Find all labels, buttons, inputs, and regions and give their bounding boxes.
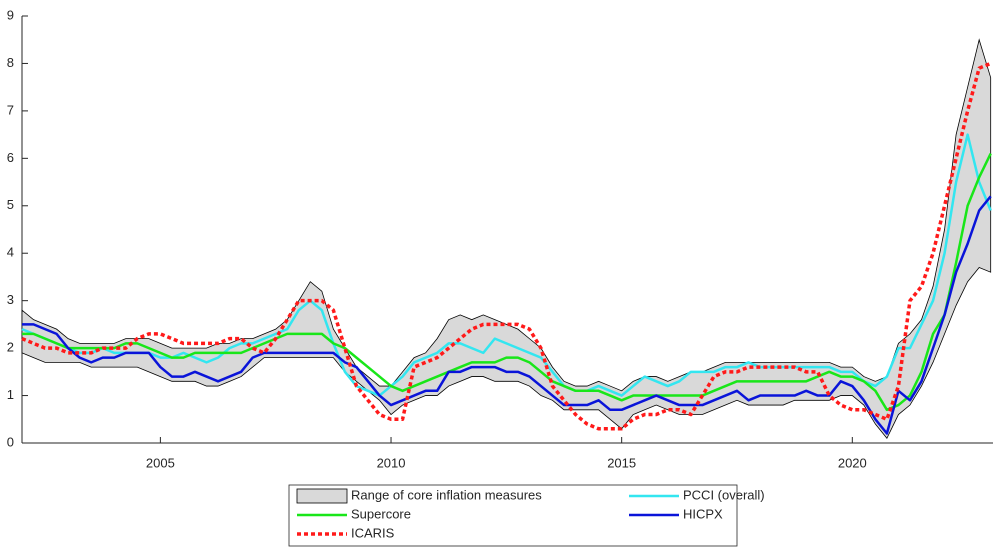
x-tick-label: 2020 (838, 455, 867, 470)
y-tick-label: 6 (7, 150, 14, 165)
y-tick-label: 0 (7, 434, 14, 449)
legend-swatch (296, 488, 348, 504)
legend-label: Range of core inflation measures (351, 487, 542, 502)
range-band (21, 38, 992, 439)
y-tick-label: 3 (7, 292, 14, 307)
y-tick-label: 7 (7, 102, 14, 117)
y-tick-label: 8 (7, 55, 14, 70)
series-line (21, 133, 992, 397)
legend: Range of core inflation measures PCCI (ov… (288, 484, 765, 547)
legend-label: PCCI (overall) (683, 487, 765, 502)
y-tick-label: 2 (7, 340, 14, 355)
legend-label: Supercore (351, 506, 411, 521)
x-tick-label: 2005 (146, 455, 175, 470)
y-tick-label: 1 (7, 387, 14, 402)
series-line (22, 195, 992, 435)
x-tick-label: 2015 (607, 455, 636, 470)
y-tick-label: 5 (7, 197, 14, 212)
y-tick-label: 4 (7, 245, 14, 260)
y-tick-label: 9 (7, 7, 14, 22)
series-line (21, 61, 992, 431)
legend-label: HICPX (683, 506, 723, 521)
series-line (22, 153, 992, 412)
legend-label: ICARIS (351, 525, 395, 540)
x-tick-label: 2010 (377, 455, 406, 470)
